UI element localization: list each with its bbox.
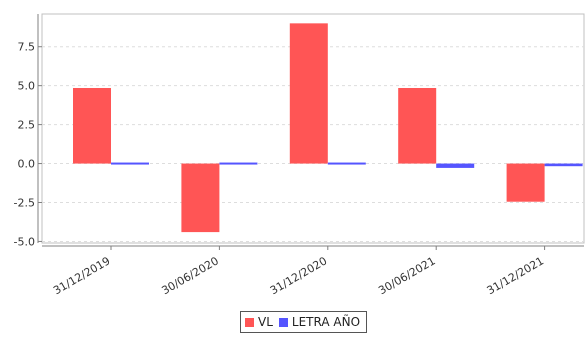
- y-tick-label: 7.5: [18, 41, 36, 54]
- bar-vl: [506, 163, 545, 202]
- y-tick-label: 2.5: [18, 119, 36, 132]
- legend-swatch-letra-ano: [278, 317, 288, 327]
- bar-vl: [289, 23, 328, 164]
- bar-letra-ano: [436, 163, 475, 168]
- bar-vl: [181, 163, 220, 233]
- legend-swatch-vl: [245, 317, 254, 327]
- x-tick-label: 31/12/2019: [51, 254, 112, 297]
- legend: VL LETRA AÑO: [240, 311, 368, 333]
- y-tick-label: 5.0: [18, 80, 36, 93]
- legend-item-vl: VL: [245, 315, 273, 329]
- x-tick-label: 30/06/2021: [376, 254, 437, 297]
- bar-vl: [398, 87, 437, 164]
- y-tick-label: 0.0: [18, 158, 36, 171]
- bar-letra-ano: [327, 162, 366, 165]
- x-tick-label: 30/06/2020: [159, 254, 220, 297]
- legend-label-vl: VL: [258, 315, 273, 329]
- bar-letra-ano: [219, 162, 258, 165]
- x-tick-label: 31/12/2021: [485, 254, 546, 297]
- x-tick-label: 31/12/2020: [268, 254, 329, 297]
- bar-vl: [73, 87, 111, 164]
- legend-label-letra-ano: LETRA AÑO: [291, 315, 361, 329]
- bar-letra-ano: [544, 163, 583, 167]
- legend-item-letra-ano: LETRA AÑO: [278, 315, 361, 329]
- bars: [73, 23, 583, 233]
- y-tick-label: -5.0: [14, 235, 35, 248]
- bar-letra-ano: [111, 162, 149, 165]
- axes: [37, 14, 584, 250]
- y-tick-label: -2.5: [14, 196, 35, 209]
